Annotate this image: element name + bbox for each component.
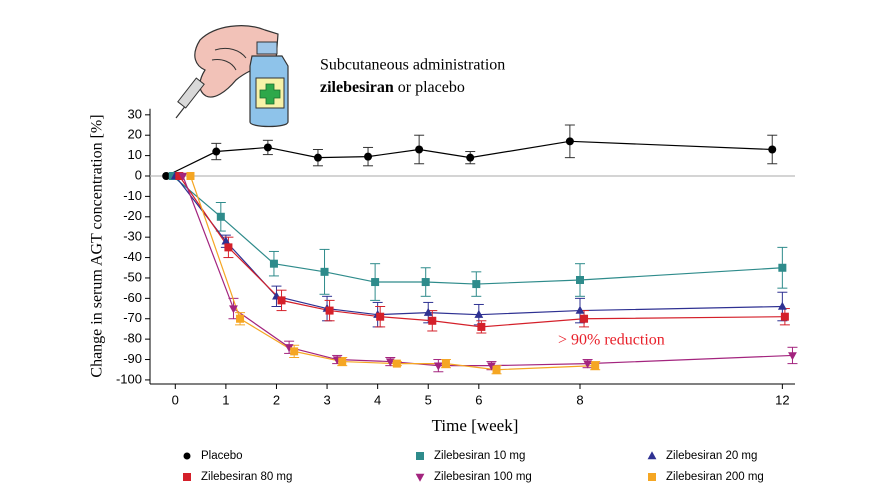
marker: [477, 322, 486, 331]
marker: [474, 309, 484, 318]
y-tick-label: -30: [123, 229, 142, 244]
marker: [162, 171, 171, 180]
marker: [441, 359, 450, 368]
marker: [492, 365, 501, 374]
y-tick-label: 30: [128, 106, 142, 121]
y-tick-label: 0: [135, 167, 142, 182]
marker: [216, 212, 225, 221]
marker: [778, 263, 787, 272]
marker: [269, 259, 278, 268]
marker: [565, 137, 574, 146]
marker: [186, 171, 195, 180]
marker: [768, 145, 777, 154]
marker: [224, 243, 233, 252]
marker: [591, 361, 600, 370]
marker: [433, 362, 443, 371]
marker: [284, 344, 294, 353]
illustration: [175, 25, 289, 128]
marker: [788, 352, 797, 361]
marker: [290, 347, 299, 356]
marker: [580, 314, 589, 323]
legend-marker: [183, 452, 191, 460]
marker: [415, 145, 424, 154]
marker: [263, 143, 272, 152]
marker: [576, 275, 584, 284]
marker: [325, 306, 334, 315]
marker: [376, 312, 385, 321]
legend-label: Placebo: [201, 450, 243, 462]
marker: [338, 357, 347, 366]
x-tick-label: 3: [323, 392, 330, 407]
legend-label: Zilebesiran 100 mg: [434, 471, 532, 483]
x-tick-label: 0: [172, 392, 179, 407]
marker: [423, 307, 433, 316]
legend-label: Zilebesiran 80 mg: [201, 471, 292, 483]
marker: [212, 147, 221, 156]
legend-marker: [647, 451, 657, 460]
x-tick-label: 5: [425, 392, 432, 407]
series-line: [174, 175, 783, 316]
y-tick-label: -60: [123, 290, 142, 305]
legend-label: Zilebesiran 20 mg: [666, 450, 757, 462]
legend-marker: [416, 452, 424, 460]
marker: [364, 152, 373, 161]
marker: [780, 312, 789, 321]
header-line1: Subcutaneous administration: [320, 57, 505, 74]
x-tick-label: 8: [576, 392, 583, 407]
header-bold: zilebesiran: [320, 79, 394, 96]
x-tick-label: 2: [273, 392, 280, 407]
y-tick-label: -90: [123, 351, 142, 366]
y-tick-label: -70: [123, 310, 142, 325]
y-tick-label: -100: [116, 371, 142, 386]
marker: [277, 296, 286, 305]
legend-label: Zilebesiran 200 mg: [666, 471, 764, 483]
annotation: > 90% reduction: [558, 332, 665, 349]
x-tick-label: 4: [374, 392, 381, 407]
y-tick-label: -40: [123, 249, 142, 264]
marker: [320, 267, 329, 276]
marker: [466, 153, 475, 162]
legend-marker: [415, 473, 425, 482]
marker: [487, 362, 496, 371]
marker: [371, 278, 380, 287]
y-axis-title: Change in serum AGT concentration [%]: [89, 114, 106, 377]
marker: [583, 360, 592, 369]
marker: [421, 278, 430, 287]
marker: [472, 280, 481, 289]
marker: [178, 172, 188, 181]
header-line2: zilebesiran or placebo: [320, 79, 465, 96]
x-tick-label: 6: [475, 392, 482, 407]
x-axis-title: Time [week]: [432, 416, 519, 435]
x-tick-label: 12: [775, 392, 789, 407]
y-tick-label: -10: [123, 188, 142, 203]
marker: [777, 301, 787, 310]
marker: [229, 305, 238, 314]
y-tick-label: -50: [123, 269, 142, 284]
marker: [221, 236, 231, 245]
header-rest: or placebo: [398, 79, 465, 96]
marker: [392, 359, 401, 368]
marker: [175, 171, 184, 180]
y-tick-label: -80: [123, 331, 142, 346]
marker: [575, 305, 585, 314]
series-line: [172, 175, 783, 285]
y-tick-label: 20: [128, 127, 142, 142]
x-tick-label: 1: [222, 392, 229, 407]
y-tick-label: 10: [128, 147, 142, 162]
legend-marker: [648, 473, 656, 481]
y-tick-label: -20: [123, 208, 142, 223]
legend-marker: [183, 473, 191, 481]
marker: [385, 358, 395, 367]
marker: [428, 316, 437, 325]
marker: [236, 314, 245, 323]
legend-label: Zilebesiran 10 mg: [434, 450, 525, 462]
marker: [313, 153, 322, 162]
series-line: [189, 175, 596, 371]
